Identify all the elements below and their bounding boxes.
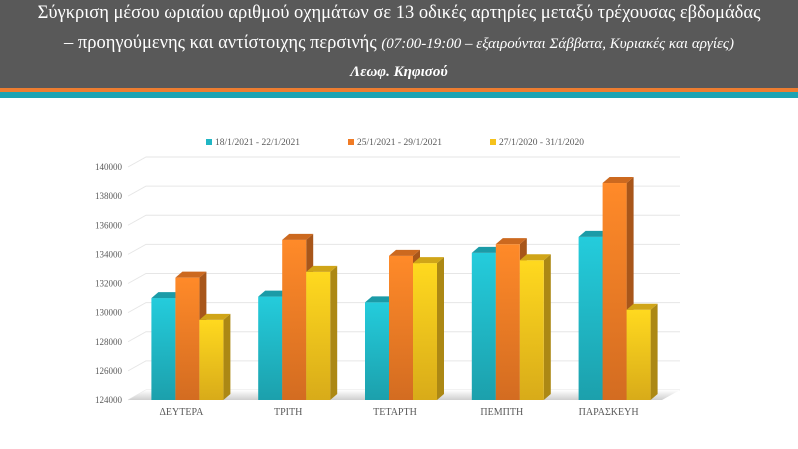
y-tick-label: 140000: [95, 162, 123, 172]
y-tick-label: 128000: [95, 337, 123, 347]
legend-swatch: [348, 139, 354, 145]
orange-divider-stripe: [0, 88, 798, 92]
y-tick-label: 136000: [95, 220, 123, 230]
bar: [306, 265, 338, 400]
chart-title-note: (07:00-19:00 – εξαιρούνται Σάββατα, Κυρι…: [381, 36, 734, 52]
gridline: [127, 156, 680, 168]
y-tick-label: 138000: [95, 191, 123, 201]
y-tick-label: 130000: [95, 308, 123, 318]
y-tick-label: 124000: [95, 395, 123, 405]
legend-swatch: [206, 139, 212, 145]
chart-title-main: – προηγούμενης και αντίστοιχης περσινής: [64, 33, 377, 53]
x-category-label: ΤΕΤΑΡΤΗ: [373, 407, 417, 418]
bar: [519, 254, 551, 400]
legend-label: 25/1/2021 - 29/1/2021: [357, 138, 442, 148]
x-category-label: ΤΡΙΤΗ: [274, 407, 302, 418]
legend-swatch: [490, 139, 496, 145]
header-banner: Σύγκριση μέσου ωριαίου αριθμού οχημάτων …: [0, 0, 798, 88]
x-category-label: ΠΕΜΠΤΗ: [480, 407, 523, 418]
legend-label: 27/1/2020 - 31/1/2020: [499, 138, 584, 148]
gridline: [127, 185, 680, 197]
bar: [626, 303, 658, 400]
chart-title-line1: Σύγκριση μέσου ωριαίου αριθμού οχημάτων …: [37, 3, 761, 23]
bar: [413, 257, 444, 400]
chart-area: 124000 126000 128000 130000 132000 134000 1360…: [0, 98, 798, 449]
teal-divider-stripe: [0, 92, 798, 98]
chart-title-line2: – προηγούμενης και αντίστοιχης περσινής …: [0, 32, 798, 55]
y-tick-label: 126000: [95, 366, 123, 376]
legend-label: 18/1/2021 - 22/1/2021: [215, 138, 300, 148]
chart-subtitle: Λεωφ. Κηφισού: [350, 64, 448, 80]
y-tick-label: 134000: [95, 249, 123, 259]
bar: [199, 313, 231, 400]
gridline: [127, 214, 680, 226]
y-tick-label: 132000: [95, 279, 123, 289]
x-category-label: ΠΑΡΑΣΚΕΥΗ: [579, 407, 639, 418]
bar-chart: 124000 126000 128000 130000 132000 134000 1360…: [95, 138, 680, 418]
x-category-label: ΔΕΥΤΕΡΑ: [159, 407, 204, 418]
